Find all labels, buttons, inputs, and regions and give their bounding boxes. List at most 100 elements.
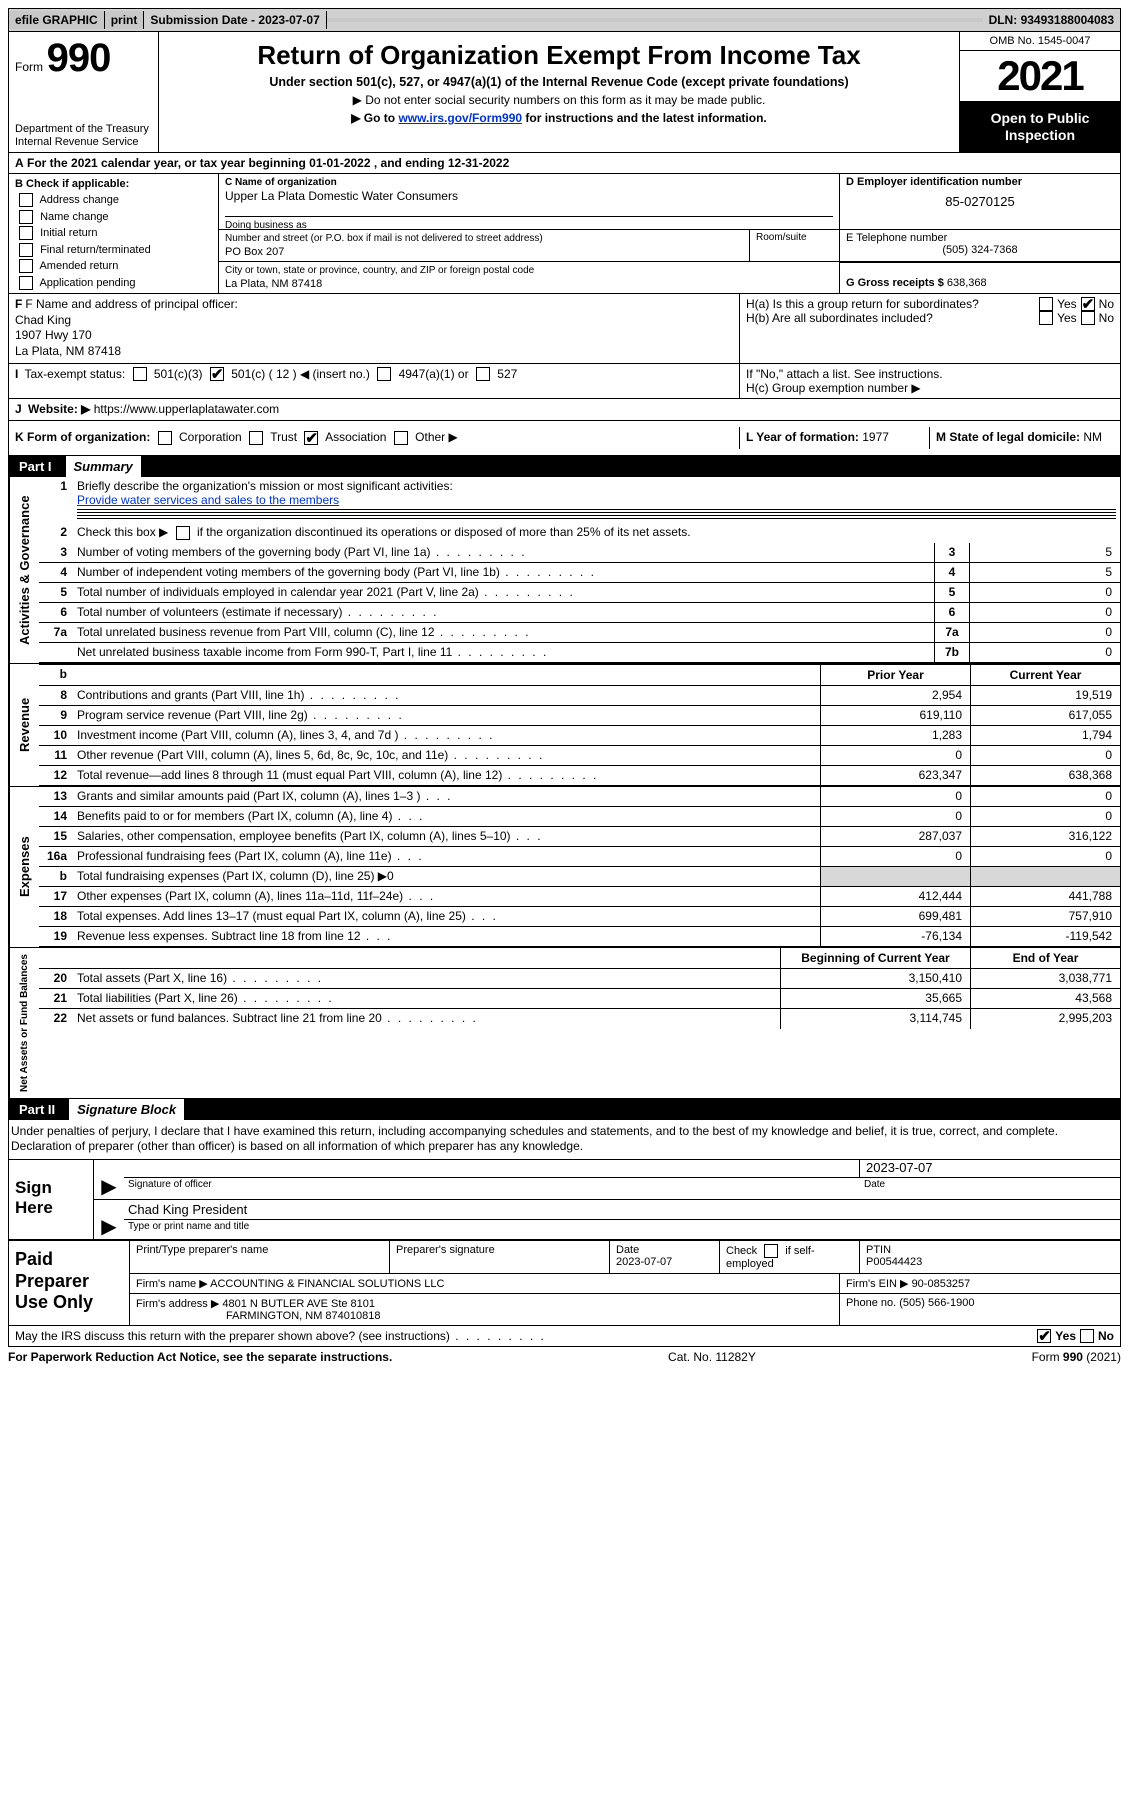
checkbox-name[interactable] (19, 210, 33, 224)
exp-curr: -119,542 (970, 927, 1120, 946)
exp-line: 13Grants and similar amounts paid (Part … (39, 787, 1120, 807)
na-body: Beginning of Current Year End of Year 20… (39, 948, 1120, 1098)
na-num: 22 (39, 1009, 73, 1029)
prep-phone-label: Phone no. (846, 1297, 899, 1309)
k-corp-checkbox[interactable] (158, 431, 172, 445)
i-501c3-checkbox[interactable] (133, 367, 147, 381)
ag-text: Net unrelated business taxable income fr… (73, 643, 934, 662)
hb-yes-checkbox[interactable] (1039, 311, 1053, 325)
checkbox-address[interactable] (19, 193, 33, 207)
g-cell: G Gross receipts $ 638,368 (840, 262, 1120, 293)
exp-prior: 287,037 (820, 827, 970, 846)
dln-value: 93493188004083 (1021, 13, 1114, 27)
print-button[interactable]: print (105, 11, 145, 29)
i-o2-num: 12 (276, 367, 289, 381)
discuss-yes-checkbox[interactable] (1037, 1329, 1051, 1343)
self-employed-checkbox[interactable] (764, 1244, 778, 1258)
sig-inner-1: 2023-07-07 Signature of officer Date (124, 1160, 1120, 1199)
ag-text: Number of independent voting members of … (73, 563, 934, 582)
rev-curr: 617,055 (970, 706, 1120, 725)
rev-line: 10Investment income (Part VIII, column (… (39, 726, 1120, 746)
website-url: https://www.upperlaplatawater.com (94, 402, 279, 416)
discuss-no: No (1098, 1329, 1114, 1343)
city-label: City or town, state or province, country… (225, 264, 833, 277)
exp-num: 17 (39, 887, 73, 906)
l2-checkbox[interactable] (176, 526, 190, 540)
exp-text: Revenue less expenses. Subtract line 18 … (73, 927, 820, 946)
firm-ein: 90-0853257 (912, 1278, 971, 1290)
exp-grid: Expenses 13Grants and similar amounts pa… (9, 787, 1120, 948)
irs-link[interactable]: www.irs.gov/Form990 (398, 111, 522, 125)
officer-typed-name: Chad King President (124, 1200, 1120, 1220)
l-cell: L Year of formation: 1977 (740, 427, 930, 449)
ha-yes-checkbox[interactable] (1039, 297, 1053, 311)
part1-title: Summary (66, 456, 141, 477)
l2-num: 2 (39, 523, 73, 543)
k-opt-3: Other ▶ (415, 430, 458, 444)
form-title: Return of Organization Exempt From Incom… (169, 40, 949, 71)
prep-sig-label: Preparer's signature (390, 1241, 610, 1273)
ha-no-checkbox[interactable] (1081, 297, 1095, 311)
exp-text: Salaries, other compensation, employee b… (73, 827, 820, 846)
prep-row-3: Firm's address ▶ 4801 N BUTLER AVE Ste 8… (130, 1294, 1120, 1325)
l1-text: Briefly describe the organization's miss… (73, 477, 1120, 523)
k-assoc-checkbox[interactable] (304, 431, 318, 445)
rev-text: Contributions and grants (Part VIII, lin… (73, 686, 820, 705)
checkbox-pending[interactable] (19, 276, 33, 290)
ag-val: 0 (970, 623, 1120, 642)
checkbox-initial[interactable] (19, 226, 33, 240)
l-label: L Year of formation: (746, 430, 862, 444)
rev-curr: 1,794 (970, 726, 1120, 745)
b-label-0: Address change (39, 194, 119, 206)
sig-arrow-2: ▶ (94, 1200, 124, 1239)
ag-val: 5 (970, 563, 1120, 582)
k-trust-checkbox[interactable] (249, 431, 263, 445)
rev-text: Program service revenue (Part VIII, line… (73, 706, 820, 725)
ag-num: 7a (39, 623, 73, 642)
dln-label: DLN: (989, 13, 1021, 27)
l1-num: 1 (39, 477, 73, 523)
h-cell: H(a) Is this a group return for subordin… (740, 294, 1120, 362)
b-label-2: Initial return (40, 227, 97, 239)
c-city-cell: City or town, state or province, country… (219, 262, 840, 293)
rev-prior: 623,347 (820, 766, 970, 785)
sig-labels-1: Signature of officer Date (124, 1178, 1120, 1191)
discuss-no-checkbox[interactable] (1080, 1329, 1094, 1343)
prep-date-cell: Date 2023-07-07 (610, 1241, 720, 1273)
i-527-checkbox[interactable] (476, 367, 490, 381)
rev-rows: 8Contributions and grants (Part VIII, li… (39, 686, 1120, 786)
sig-date: 2023-07-07 (860, 1160, 1120, 1178)
form-outer: Form 990 Department of the Treasury Inte… (8, 32, 1121, 1347)
i-501c-checkbox[interactable] (210, 367, 224, 381)
ag-num: 6 (39, 603, 73, 622)
room-label: Room/suite (756, 232, 833, 243)
ag-box: 7b (934, 643, 970, 662)
rev-prior: 0 (820, 746, 970, 765)
e-cell: E Telephone number (505) 324-7368 (840, 230, 1120, 261)
checkbox-amended[interactable] (19, 259, 33, 273)
form-subtitle-2: ▶ Do not enter social security numbers o… (169, 93, 949, 107)
part2-title: Signature Block (69, 1099, 184, 1120)
mission-link[interactable]: Provide water services and sales to the … (77, 493, 339, 507)
officer-sig-line[interactable] (124, 1160, 860, 1178)
efile-button[interactable]: efile GRAPHIC (9, 11, 105, 29)
k-other-checkbox[interactable] (394, 431, 408, 445)
exp-num: 13 (39, 787, 73, 806)
c-name-row: C Name of organization Upper La Plata Do… (219, 174, 1120, 230)
hb-no-checkbox[interactable] (1081, 311, 1095, 325)
fh-row-1: FF Name and address of principal officer… (9, 294, 1120, 363)
exp-curr: 316,122 (970, 827, 1120, 846)
exp-line: 18Total expenses. Add lines 13–17 (must … (39, 907, 1120, 927)
ha-row: H(a) Is this a group return for subordin… (746, 297, 1114, 311)
dept-treasury: Department of the Treasury Internal Reve… (15, 123, 152, 147)
i-o2-pre: 501(c) ( (231, 367, 276, 381)
prep-row-1: Print/Type preparer's name Preparer's si… (130, 1241, 1120, 1274)
i-4947-checkbox[interactable] (377, 367, 391, 381)
omb-number: OMB No. 1545-0047 (960, 32, 1120, 51)
exp-num: 15 (39, 827, 73, 846)
checkbox-final[interactable] (19, 243, 33, 257)
footer-left: For Paperwork Reduction Act Notice, see … (8, 1350, 392, 1364)
b-title: B Check if applicable: (15, 176, 212, 193)
footer: For Paperwork Reduction Act Notice, see … (8, 1347, 1121, 1364)
na-prior: 3,150,410 (780, 969, 970, 988)
